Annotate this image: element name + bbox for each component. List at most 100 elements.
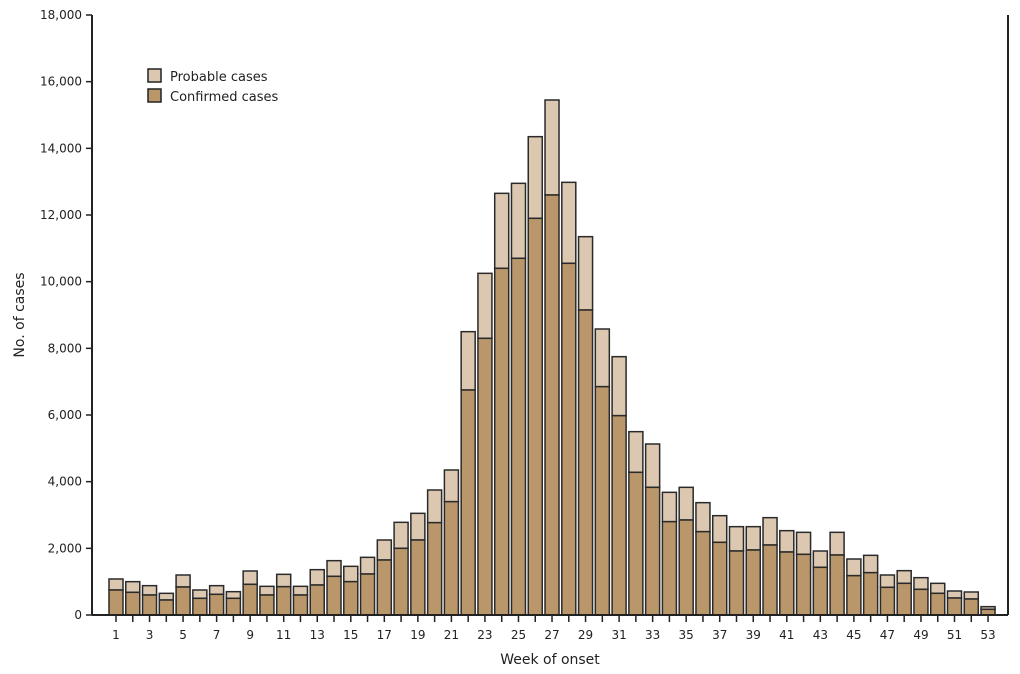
x-tick-label: 37 [712,628,727,642]
bar-confirmed-week-26 [527,217,543,616]
bar-confirmed-week-24 [493,267,510,616]
x-tick-label: 21 [444,628,459,642]
y-tick-label: 8,000 [48,341,82,355]
bar-probable-week-15 [343,565,359,583]
bar-probable-week-18 [393,521,409,550]
bar-probable-week-16 [359,556,376,575]
bar-probable-week-8 [225,590,242,600]
bar-probable-week-48 [896,569,912,585]
bar-confirmed-week-40 [762,544,778,616]
bar-confirmed-week-45 [846,574,862,616]
y-tick-label: 10,000 [40,275,82,289]
legend: Probable cases Confirmed cases [147,68,279,105]
bar-confirmed-week-4 [158,599,175,616]
bar-probable-week-44 [829,531,845,556]
bar-confirmed-week-38 [728,550,745,616]
bar-probable-week-29 [577,235,594,311]
bar-confirmed-week-10 [259,594,275,616]
bar-probable-week-25 [510,182,527,260]
x-tick-label: 13 [310,628,325,642]
x-tick-label: 17 [377,628,392,642]
bar-confirmed-week-31 [611,414,627,616]
bar-probable-week-5 [175,574,191,588]
x-tick-label: 25 [511,628,526,642]
bar-probable-week-1 [108,578,124,591]
x-axis-label: Week of onset [500,652,600,668]
bar-probable-week-38 [728,525,745,552]
bar-probable-week-22 [460,330,476,391]
bar-probable-week-40 [762,516,778,546]
x-tick-label: 53 [980,628,995,642]
bar-probable-week-39 [745,525,762,551]
y-tick-label: 14,000 [40,141,82,155]
x-tick-label: 35 [679,628,694,642]
bar-probable-week-11 [275,573,292,588]
x-tick-label: 19 [410,628,425,642]
bar-probable-week-14 [326,559,342,578]
bar-confirmed-week-7 [208,593,225,616]
bar-confirmed-week-41 [779,551,795,616]
bar-confirmed-week-8 [225,597,242,616]
bar-probable-week-7 [208,584,225,596]
bar-probable-week-17 [376,539,393,561]
bar-probable-week-21 [443,469,460,503]
bar-probable-week-43 [812,550,829,569]
bar-confirmed-week-14 [326,575,342,616]
bar-confirmed-week-42 [795,553,812,616]
y-tick-label: 0 [74,608,82,622]
bar-confirmed-week-20 [426,521,443,616]
y-tick-label: 18,000 [40,8,82,22]
x-tick-label: 27 [544,628,559,642]
bar-confirmed-week-43 [812,566,829,616]
x-tick-label: 41 [779,628,794,642]
bar-probable-week-10 [259,585,275,596]
bar-confirmed-week-13 [309,584,325,616]
bar-probable-week-9 [242,570,258,586]
bar-probable-week-36 [695,501,711,533]
bar-confirmed-week-23 [477,337,493,616]
bar-probable-week-46 [862,554,879,574]
bar-confirmed-week-22 [460,389,476,616]
legend-swatch-confirmed [147,88,162,103]
bar-confirmed-week-46 [862,571,879,616]
x-tick-label: 31 [611,628,626,642]
bar-probable-week-3 [141,584,158,596]
bars [108,99,996,616]
x-tick-label: 45 [846,628,861,642]
y-tick-label: 12,000 [40,208,82,222]
bar-confirmed-week-33 [644,486,661,616]
y-tick-label: 6,000 [48,408,82,422]
x-tick-label: 7 [213,628,221,642]
bar-probable-week-33 [644,443,661,489]
x-axis: 1 3 5 7 9 11 13 15 17 19 21 23 25 27 29 31 33 35 37 39 41 43 4… [112,615,996,642]
bar-probable-week-13 [309,568,325,586]
bar-probable-week-2 [125,580,141,594]
bar-probable-week-35 [678,486,694,521]
bar-probable-week-51 [946,590,963,599]
x-tick-label: 9 [246,628,254,642]
bar-confirmed-week-25 [510,257,527,616]
x-tick-label: 11 [276,628,291,642]
x-tick-label: 49 [913,628,928,642]
x-tick-label: 1 [112,628,120,642]
bar-probable-week-42 [795,531,812,556]
bar-confirmed-week-39 [745,549,762,616]
bar-confirmed-week-36 [695,530,711,616]
bar-probable-week-49 [913,576,929,591]
bar-probable-week-32 [628,430,644,474]
x-tick-label: 15 [343,628,358,642]
bar-probable-week-31 [611,355,627,417]
bar-confirmed-week-48 [896,582,912,616]
bar-confirmed-week-16 [359,573,376,616]
bar-confirmed-week-29 [577,309,594,616]
y-tick-label: 16,000 [40,75,82,89]
x-tick-label: 5 [179,628,187,642]
x-tick-label: 47 [880,628,895,642]
bar-probable-week-27 [544,99,560,196]
bar-confirmed-week-37 [711,541,728,616]
bar-probable-week-30 [594,328,611,388]
bar-confirmed-week-12 [292,594,309,616]
bar-confirmed-week-9 [242,583,258,616]
bar-confirmed-week-17 [376,559,393,616]
